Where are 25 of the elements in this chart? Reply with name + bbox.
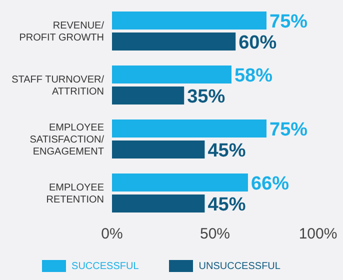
bar <box>112 120 266 138</box>
data-label: 66% <box>250 173 290 194</box>
y-tick-label: EMPLOYEE SATISFACTION/ ENGAGEMENT <box>30 122 104 158</box>
y-tick-label: EMPLOYEE RETENTION <box>46 182 104 206</box>
data-label: 75% <box>270 119 308 140</box>
x-tick-label: 100% <box>298 226 338 243</box>
data-label: 45% <box>208 140 246 162</box>
data-label: 60% <box>238 32 277 54</box>
data-label: 45% <box>208 194 246 216</box>
bar <box>112 12 266 30</box>
bar <box>112 32 236 51</box>
bar <box>112 66 232 84</box>
y-tick-label: REVENUE/ PROFIT GROWTH <box>19 20 104 44</box>
legend-label: UNSUCCESSFUL <box>198 260 280 272</box>
bar <box>112 194 205 213</box>
bar <box>112 86 184 105</box>
legend-label: SUCCESSFUL <box>72 260 139 272</box>
x-tick-label: 50% <box>200 226 230 243</box>
data-label: 58% <box>234 65 273 86</box>
data-label: 35% <box>187 86 226 108</box>
y-tick-label: STAFF TURNOVER/ ATTRITION <box>12 74 104 98</box>
bar <box>112 174 248 192</box>
data-label: 75% <box>270 11 308 32</box>
x-tick-label: 0% <box>101 226 123 243</box>
bar <box>112 140 205 159</box>
